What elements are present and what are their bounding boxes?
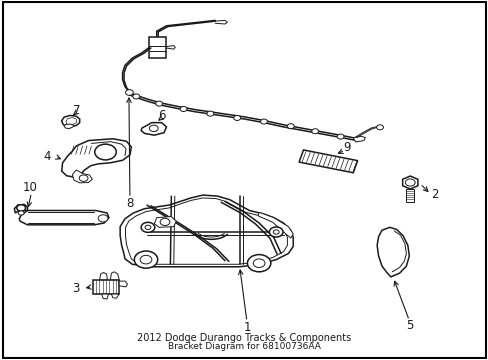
Circle shape (79, 175, 88, 181)
Polygon shape (376, 227, 408, 277)
Polygon shape (119, 281, 127, 287)
Polygon shape (19, 211, 109, 225)
Text: 2012 Dodge Durango Tracks & Components: 2012 Dodge Durango Tracks & Components (137, 333, 351, 343)
Circle shape (133, 94, 140, 99)
Circle shape (145, 225, 151, 229)
Circle shape (149, 125, 158, 132)
Text: 5: 5 (405, 319, 412, 332)
Circle shape (287, 124, 294, 129)
Circle shape (206, 111, 213, 116)
Polygon shape (120, 195, 293, 267)
Circle shape (125, 90, 133, 95)
Circle shape (405, 179, 414, 186)
Circle shape (247, 255, 270, 272)
Circle shape (273, 230, 279, 234)
Polygon shape (258, 212, 293, 238)
Circle shape (260, 119, 267, 124)
Polygon shape (100, 273, 107, 280)
Circle shape (141, 222, 155, 232)
Circle shape (160, 219, 169, 226)
Circle shape (18, 211, 24, 215)
Circle shape (376, 125, 383, 130)
Circle shape (156, 101, 162, 106)
Text: 8: 8 (126, 197, 133, 210)
Polygon shape (141, 123, 166, 135)
Text: 4: 4 (43, 150, 51, 163)
Circle shape (140, 255, 152, 264)
Polygon shape (125, 198, 287, 264)
Polygon shape (299, 150, 357, 173)
Polygon shape (102, 294, 108, 299)
Polygon shape (110, 272, 119, 280)
Polygon shape (61, 139, 131, 177)
Circle shape (253, 259, 264, 267)
Text: Bracket Diagram for 68100736AA: Bracket Diagram for 68100736AA (168, 342, 320, 351)
Polygon shape (64, 124, 74, 129)
Text: 3: 3 (72, 282, 80, 295)
Polygon shape (402, 176, 417, 189)
Circle shape (95, 144, 116, 160)
Text: 10: 10 (22, 181, 37, 194)
Text: 1: 1 (243, 321, 250, 334)
Polygon shape (61, 116, 80, 127)
Polygon shape (111, 294, 119, 298)
Polygon shape (352, 136, 365, 142)
Circle shape (180, 107, 186, 112)
Polygon shape (149, 37, 166, 58)
Text: 2: 2 (430, 188, 438, 201)
Polygon shape (406, 189, 413, 202)
Polygon shape (14, 204, 27, 213)
Polygon shape (93, 280, 119, 294)
Circle shape (17, 205, 25, 211)
Text: 7: 7 (72, 104, 80, 117)
Polygon shape (154, 217, 176, 227)
Circle shape (336, 134, 343, 139)
Polygon shape (66, 118, 76, 125)
Circle shape (98, 215, 108, 222)
Circle shape (311, 129, 318, 134)
Circle shape (233, 116, 240, 121)
Text: 6: 6 (158, 109, 165, 122)
Polygon shape (72, 170, 92, 183)
Circle shape (134, 251, 158, 268)
Text: 9: 9 (343, 141, 350, 154)
Circle shape (269, 227, 283, 237)
